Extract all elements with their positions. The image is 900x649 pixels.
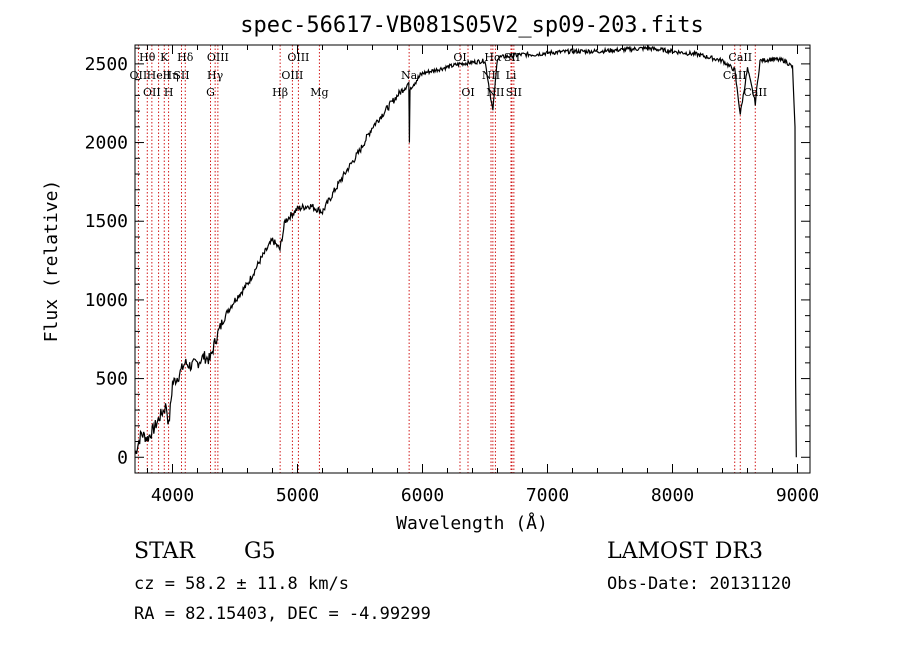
chart-title: spec-56617-VB081S05V2_sp09-203.fits: [240, 13, 704, 38]
spectral-line-label: Hδ: [177, 51, 194, 64]
y-tick-label: 1500: [85, 211, 128, 232]
y-tick-label: 2000: [85, 133, 128, 154]
plot-frame: [134, 44, 811, 474]
spectral-line-label: He I: [147, 69, 171, 82]
spectral-line-label: SII: [506, 86, 522, 99]
spectral-line-label: OIII: [207, 51, 229, 64]
y-tick-label: 500: [95, 369, 128, 390]
spectrum-line: [134, 44, 797, 458]
y-axis-label: Flux (relative): [41, 180, 62, 343]
spectral-line-label: Mg: [310, 86, 328, 99]
x-axis-ticks: 4000 5000 6000 7000 8000 9000: [147, 45, 819, 506]
y-tick-label: 0: [117, 447, 128, 468]
spectral-line-label: OII: [130, 69, 148, 82]
x-tick-label: 7000: [526, 485, 569, 506]
spectral-line-label: Na: [401, 69, 418, 82]
x-tick-label: 5000: [276, 485, 319, 506]
spectral-line-label: SII: [173, 69, 189, 82]
spectral-line-label: G: [206, 86, 215, 99]
redshift-cz: cz = 58.2 ± 11.8 km/s: [134, 574, 349, 594]
spectral-line-label: OIII: [287, 51, 309, 64]
spectral-line-label: Hη: [163, 69, 179, 82]
x-tick-label: 4000: [151, 485, 194, 506]
spectral-line-label: K: [160, 51, 169, 64]
spectral-line-label: OII: [143, 86, 161, 99]
ra-dec-coordinates: RA = 82.15403, DEC = -4.99299: [134, 604, 431, 624]
x-axis-label: Wavelength (Å): [396, 512, 548, 534]
spectral-line-label: CaII: [743, 86, 767, 99]
spectral-line-label: OI: [453, 51, 466, 64]
y-tick-label: 1000: [85, 290, 128, 311]
y-axis-ticks: 0 500 1000 1500 2000 2500: [85, 47, 810, 468]
object-subclass: G5: [244, 539, 276, 564]
observation-date: Obs-Date: 20131120: [607, 574, 792, 594]
spectral-line-label: NII: [482, 69, 500, 82]
spectral-line-label: Hγ: [207, 69, 224, 82]
spectral-line-label: Hθ: [139, 51, 156, 64]
x-tick-label: 8000: [651, 485, 694, 506]
spectral-line-label: CaII: [723, 69, 747, 82]
spectral-line-label: H: [164, 86, 174, 99]
x-tick-label: 6000: [401, 485, 444, 506]
spectral-line-label: OIII: [281, 69, 303, 82]
y-tick-label: 2500: [85, 54, 128, 75]
spectral-line-label: OI: [461, 86, 474, 99]
spectral-line-label: CaII: [728, 51, 752, 64]
spectral-line-markers: [137, 45, 756, 473]
spectral-line-label: Li: [506, 69, 517, 82]
x-tick-label: 9000: [776, 485, 819, 506]
spectral-line-label: Hβ: [272, 86, 288, 99]
survey-name: LAMOST DR3: [607, 539, 763, 564]
object-class: STAR: [134, 539, 195, 564]
